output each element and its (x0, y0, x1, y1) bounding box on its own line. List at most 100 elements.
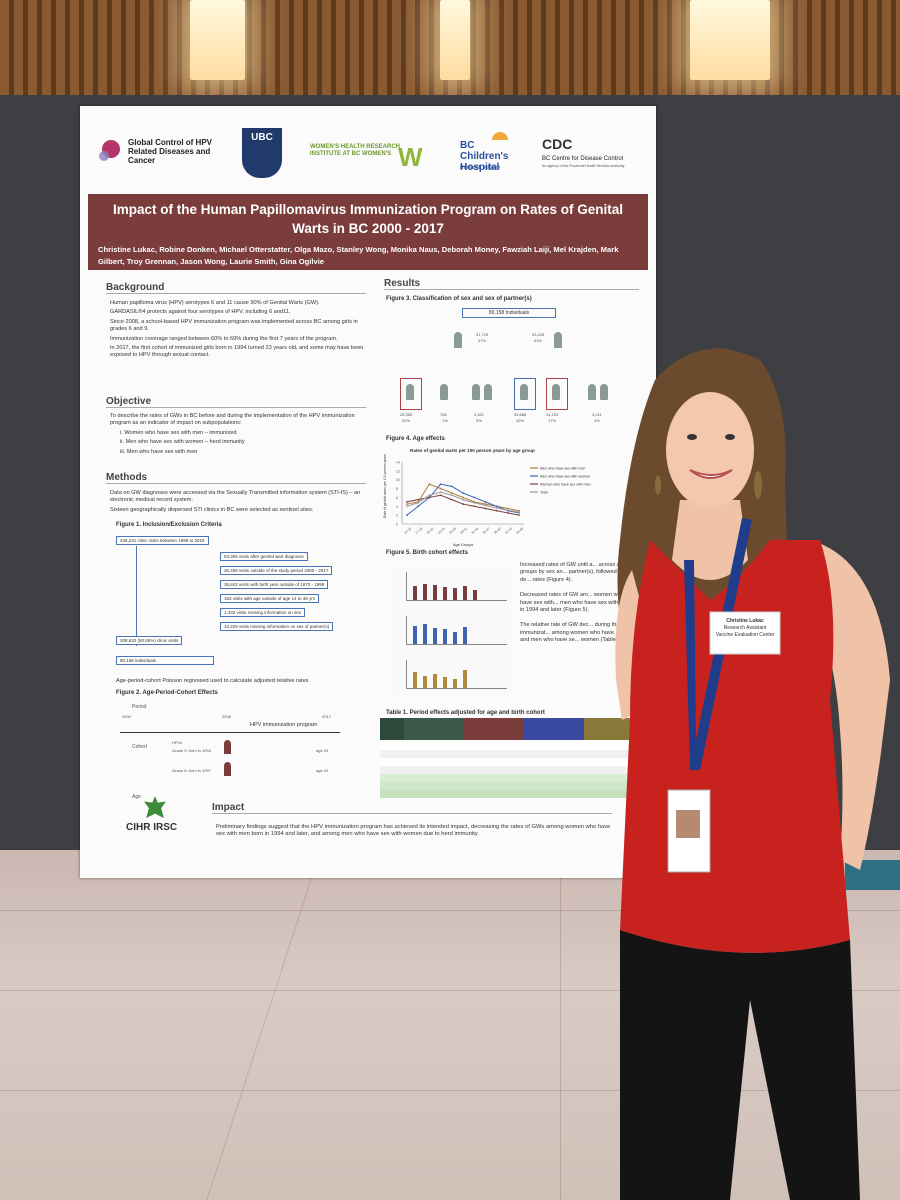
data-point (428, 483, 431, 486)
figure5-caption: Figure 5. Birth cohort effects (386, 550, 469, 556)
legend-label: Total (540, 491, 548, 495)
person-icon (406, 384, 414, 400)
name-badge: Christine Lukac Research Assistant Vacci… (715, 618, 775, 638)
person-icon (454, 332, 462, 348)
whri-logo: WOMEN'S HEALTH RESEARCH INSTITUTE AT BC … (310, 144, 400, 157)
person-icon (554, 332, 562, 348)
y-tick-label: 14 (396, 461, 400, 465)
person-icon (520, 384, 528, 400)
figure2-caption: Figure 2. Age-Period-Cohort Effects (116, 690, 218, 696)
person-icon (484, 384, 492, 400)
x-tick-label: 20-22 (426, 526, 435, 534)
period-effects-table (380, 718, 640, 802)
flow-box: 10,229 visits missing information on sex… (220, 622, 334, 631)
y-tick-label: 6 (396, 496, 398, 500)
data-point (417, 501, 420, 504)
poster-authors: Christine Lukac, Robine Donken, Michael … (98, 245, 619, 266)
data-point (439, 483, 442, 486)
methods-text: Data on GW diagnoses were accessed via t… (110, 490, 361, 513)
data-point (450, 492, 453, 494)
x-axis-label: Age Groups (453, 543, 473, 547)
x-tick-label: 14-16 (403, 526, 412, 534)
flow-line (136, 546, 137, 646)
x-tick-label: 17-19 (414, 526, 423, 534)
person-icon (552, 384, 560, 400)
research-poster: Global Control of HPV Related Diseases a… (80, 106, 656, 878)
table1-caption: Table 1. Period effects adjusted for age… (386, 710, 545, 716)
data-point (495, 507, 498, 509)
data-point (450, 485, 453, 488)
results-heading: Results (384, 278, 639, 290)
total-individuals-box: 80,158 Individuals (462, 308, 556, 318)
legend-label: Women who have sex with men (540, 483, 591, 487)
person-icon (588, 384, 596, 400)
figure4-caption: Figure 4. Age effects (386, 436, 445, 442)
whri-w-icon: W (398, 142, 423, 172)
objective-heading: Objective (106, 396, 366, 408)
birth-cohort-chart (386, 562, 516, 702)
data-point (406, 514, 408, 517)
poster-title-bar: Impact of the Human Papillomavirus Immun… (88, 194, 648, 270)
flow-box: 208,632 (50.55%) clinic visits (116, 636, 183, 645)
data-point (473, 496, 476, 499)
ubc-logo: UBC (242, 128, 282, 178)
poisson-text: Age-period-cohort Poisson regressed used… (116, 678, 309, 684)
y-tick-label: 2 (396, 514, 398, 518)
group-box (400, 378, 422, 410)
data-point (428, 494, 431, 497)
data-point (428, 496, 431, 499)
x-tick-label: 29-31 (459, 526, 468, 534)
person-icon (600, 384, 608, 400)
data-point (473, 501, 476, 504)
y-tick-label: 4 (396, 505, 398, 509)
data-point (518, 514, 520, 517)
person-icon (472, 384, 480, 400)
data-point (406, 503, 408, 505)
flow-box: 36,842 visits with birth year outside of… (220, 580, 329, 589)
cihr-logo: CIHR IRSC (126, 822, 178, 833)
legend-label: Men who have sex with men (540, 467, 585, 471)
data-point (462, 503, 464, 505)
background-heading: Background (106, 282, 366, 294)
data-point (506, 507, 509, 510)
sun-icon (492, 132, 508, 140)
y-tick-label: 12 (396, 469, 400, 473)
figure3-caption: Figure 3. Classification of sex and sex … (386, 296, 532, 302)
data-point (506, 509, 509, 512)
ceiling-light (190, 0, 245, 80)
data-point (450, 494, 453, 497)
data-point (495, 505, 498, 508)
results-text: Increased rates of GW until a... across … (520, 562, 633, 644)
data-point (484, 503, 487, 505)
data-point (406, 505, 408, 508)
girl-icon (224, 740, 231, 754)
ceiling-light (440, 0, 470, 80)
impact-text: Preliminary findings suggest that the HP… (216, 824, 611, 838)
data-point (484, 507, 487, 510)
objective-text: To describe the rates of GWs in BC befor… (110, 413, 355, 455)
age-effects-chart: Rates of genital warts per 100 person ye… (383, 448, 591, 547)
data-point (439, 491, 442, 494)
data-point (439, 487, 442, 490)
data-point (450, 498, 453, 501)
x-tick-label: 38-40 (493, 526, 502, 534)
flow-box: 36,406 visits outside of the study perio… (220, 566, 333, 575)
data-point (462, 492, 464, 494)
flow-box: 53,305 visits after genital wart diagnos… (220, 552, 308, 561)
data-point (484, 500, 487, 503)
data-point (439, 494, 442, 497)
y-tick-label: 8 (396, 487, 398, 491)
girl-icon (224, 762, 231, 776)
person-icon (440, 384, 448, 400)
x-tick-label: 41-43 (504, 526, 513, 534)
x-tick-label: 32-34 (470, 526, 479, 534)
data-point (473, 505, 476, 508)
timeline-arrow (120, 732, 340, 733)
flow-box: 183 visits with age outside of age 14 to… (220, 594, 320, 603)
poster-title: Impact of the Human Papillomavirus Immun… (112, 202, 624, 236)
data-point (406, 500, 408, 503)
data-point (506, 512, 509, 514)
data-point (495, 509, 498, 512)
chart-title: Rates of genital warts per 100 person ye… (410, 448, 535, 453)
